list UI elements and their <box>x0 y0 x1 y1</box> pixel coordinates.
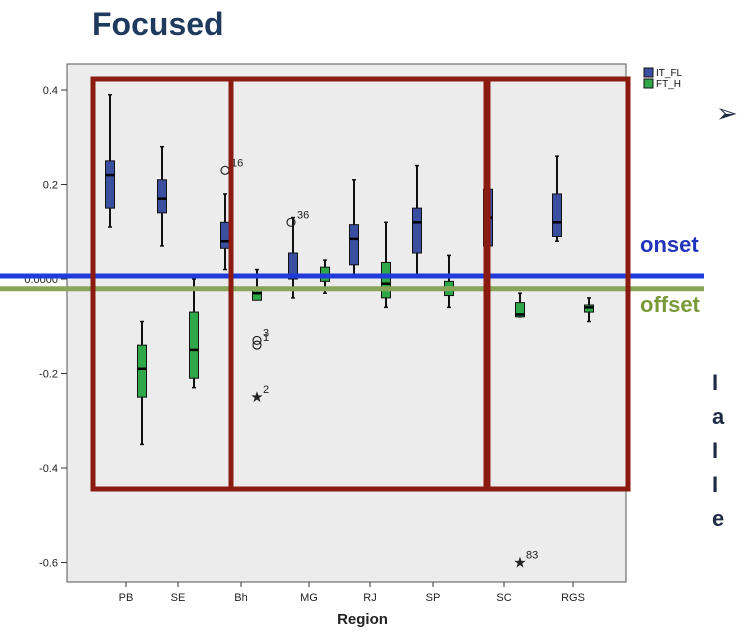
outlier-label: 16 <box>231 157 243 169</box>
x-tick-label: RGS <box>561 592 585 604</box>
cut-text-3: I <box>712 438 719 463</box>
box <box>189 311 199 379</box>
page-title: Focused <box>92 6 224 42</box>
x-tick-label: Bh <box>234 592 247 604</box>
x-axis-label: Region <box>337 611 388 628</box>
outlier-label: 3 <box>263 327 269 339</box>
box <box>288 252 298 280</box>
outlier-marker <box>252 340 262 350</box>
outlier-marker: ★ <box>250 388 263 406</box>
outlier-label: 2 <box>263 384 269 396</box>
plot-area <box>66 63 627 583</box>
legend-swatch <box>643 67 654 78</box>
x-tick-label: RJ <box>363 592 376 604</box>
outlier-marker <box>286 217 296 227</box>
y-tick-label: -0.2 <box>39 369 58 381</box>
box <box>552 193 562 237</box>
legend-swatch <box>643 78 654 89</box>
cut-text-5: e <box>712 506 725 531</box>
box <box>381 261 391 299</box>
x-tick-label: PB <box>119 592 134 604</box>
x-tick-label: SP <box>426 592 441 604</box>
y-tick-label: -0.4 <box>39 463 58 475</box>
outlier-label: 1 <box>263 332 269 344</box>
box <box>349 224 359 266</box>
x-tick-label: MG <box>300 592 318 604</box>
y-tick-label: 0.4 <box>43 85 58 97</box>
box <box>515 302 525 318</box>
outlier-label: 83 <box>526 550 538 562</box>
highlight-frame <box>483 76 631 492</box>
x-tick-label: SC <box>496 592 511 604</box>
box <box>220 221 230 249</box>
offset-label: offset <box>640 292 700 317</box>
outlier-marker <box>252 335 262 346</box>
onset-label: onset <box>640 232 699 257</box>
outlier-label: 36 <box>297 209 309 221</box>
y-tick-label: 0.2 <box>43 180 58 192</box>
outlier-marker: ★ <box>513 554 526 572</box>
legend-label: IT_FL <box>656 68 683 79</box>
x-tick-label: SE <box>171 592 186 604</box>
bullet-arrow-icon: ➢ <box>716 98 738 128</box>
legend-label: FT_H <box>656 79 681 90</box>
box <box>157 179 167 214</box>
y-tick-label: -0.6 <box>39 558 58 570</box>
box <box>412 207 422 254</box>
cut-text-4: I <box>712 472 719 497</box>
box <box>105 160 115 209</box>
cut-text-2: a <box>712 404 725 429</box>
box <box>137 344 147 398</box>
cut-text-1: I <box>712 370 719 395</box>
